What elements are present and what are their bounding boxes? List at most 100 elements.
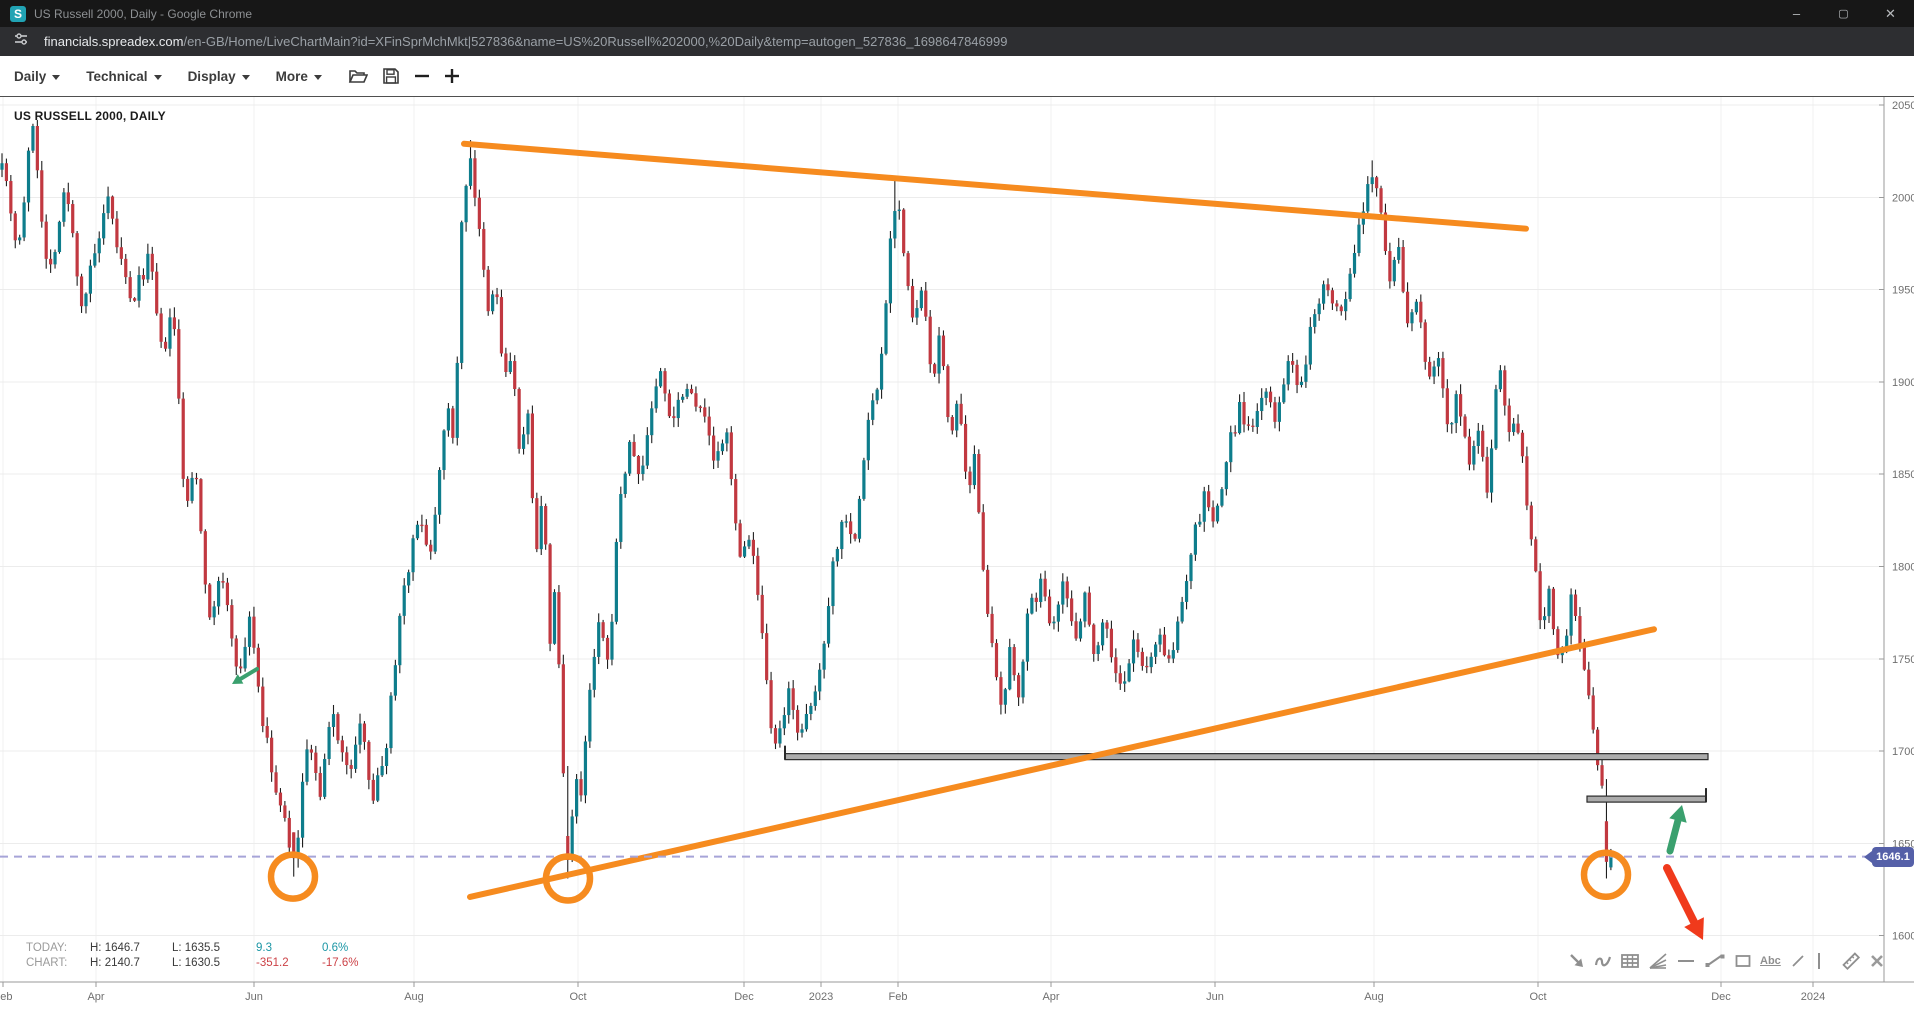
grid-icon bbox=[1621, 954, 1639, 968]
instrument-label: US RUSSELL 2000, DAILY bbox=[14, 109, 166, 123]
chart-change-pct: -17.6% bbox=[322, 957, 359, 969]
current-price-badge: 1646.1 bbox=[1864, 846, 1914, 867]
fan-lines-tool-button[interactable] bbox=[1648, 952, 1668, 970]
horizontal-line-icon bbox=[1678, 960, 1694, 962]
browser-titlebar: S US Russell 2000, Daily - Google Chrome… bbox=[0, 0, 1914, 27]
close-x-icon bbox=[1870, 955, 1883, 967]
rectangle-icon bbox=[1735, 955, 1751, 967]
save-chart-button[interactable] bbox=[382, 67, 400, 85]
folder-open-icon bbox=[348, 70, 368, 83]
text-tool-icon: Abc bbox=[1760, 955, 1781, 967]
svg-text:1600: 1600 bbox=[1892, 931, 1914, 943]
vertical-line-tool-button[interactable] bbox=[1815, 951, 1823, 971]
plus-icon bbox=[444, 69, 459, 83]
chevron-down-icon bbox=[313, 74, 322, 80]
freehand-tool-button[interactable] bbox=[1594, 952, 1612, 970]
today-label: TODAY: bbox=[26, 942, 68, 954]
today-change: 9.3 bbox=[256, 942, 272, 954]
curve-icon bbox=[1594, 956, 1612, 967]
chart-toolbar: Daily Technical Display More bbox=[0, 56, 1914, 97]
more-menu-label: More bbox=[275, 68, 308, 84]
url-path: /en-GB/Home/LiveChartMain?id=XFinSprMchM… bbox=[183, 34, 1008, 49]
maximize-icon: ▢ bbox=[1838, 8, 1849, 20]
pointer-tool-button[interactable] bbox=[1568, 952, 1586, 970]
legend-today-row: TODAY: H: 1646.7 L: 1635.5 9.3 0.6% bbox=[26, 941, 358, 956]
chart-label: CHART: bbox=[26, 957, 68, 969]
trendline-icon bbox=[1705, 954, 1725, 967]
svg-text:2024: 2024 bbox=[1801, 991, 1825, 1003]
svg-text:2000: 2000 bbox=[1892, 192, 1914, 204]
display-menu-button[interactable]: Display bbox=[188, 69, 250, 84]
legend-chart-row: CHART: H: 2140.7 L: 1630.5 -351.2 -17.6% bbox=[26, 956, 358, 971]
horizontal-line-tool-button[interactable] bbox=[1676, 952, 1696, 970]
svg-text:1950: 1950 bbox=[1892, 285, 1914, 297]
technical-menu-button[interactable]: Technical bbox=[86, 68, 162, 84]
svg-text:Oct: Oct bbox=[1529, 991, 1546, 1003]
vertical-line-icon bbox=[1817, 953, 1820, 969]
zoom-in-button[interactable] bbox=[444, 68, 460, 84]
more-menu-button[interactable]: More bbox=[276, 69, 322, 84]
browser-urlbar: financials.spreadex.com/en-GB/Home/LiveC… bbox=[0, 27, 1914, 56]
chart-high: H: 2140.7 bbox=[90, 957, 140, 969]
maximize-button[interactable]: ▢ bbox=[1820, 0, 1867, 27]
minimize-icon: – bbox=[1792, 6, 1801, 21]
svg-text:2050: 2050 bbox=[1892, 100, 1914, 112]
chevron-down-icon bbox=[52, 74, 61, 80]
daily-menu-label: Daily bbox=[14, 68, 47, 84]
svg-text:2023: 2023 bbox=[809, 991, 833, 1003]
chart-change: -351.2 bbox=[256, 957, 289, 969]
minimize-button[interactable]: – bbox=[1773, 0, 1820, 27]
site-settings-icon[interactable] bbox=[12, 30, 30, 53]
diagonal-line-icon bbox=[1792, 955, 1804, 967]
price-chart[interactable]: US RUSSELL 2000, DAILY Feb Apr Jun Aug Oct De… bbox=[0, 97, 1914, 1013]
window-title: US Russell 2000, Daily - Google Chrome bbox=[34, 6, 253, 21]
technical-menu-label: Technical bbox=[86, 68, 148, 84]
fan-lines-icon bbox=[1649, 953, 1667, 969]
svg-text:Oct: Oct bbox=[569, 991, 586, 1003]
svg-text:Feb: Feb bbox=[0, 991, 12, 1003]
chart-low: L: 1630.5 bbox=[172, 957, 220, 969]
today-low: L: 1635.5 bbox=[172, 942, 220, 954]
svg-text:1850: 1850 bbox=[1892, 469, 1914, 481]
daily-menu-button[interactable]: Daily bbox=[14, 68, 61, 84]
today-change-pct: 0.6% bbox=[322, 942, 349, 954]
close-icon: ✕ bbox=[1885, 5, 1896, 21]
site-favicon: S bbox=[10, 5, 26, 22]
svg-text:1800: 1800 bbox=[1892, 562, 1914, 574]
display-menu-label: Display bbox=[187, 68, 236, 84]
delete-drawing-button[interactable] bbox=[1869, 953, 1885, 969]
minus-icon bbox=[414, 74, 429, 78]
open-chart-button[interactable] bbox=[348, 67, 368, 85]
diagonal-line-tool-button[interactable] bbox=[1789, 952, 1807, 970]
rectangle-tool-button[interactable] bbox=[1734, 952, 1752, 970]
url-domain: financials.spreadex.com bbox=[44, 34, 184, 49]
trendline-tool-button[interactable] bbox=[1704, 952, 1726, 970]
svg-text:Dec: Dec bbox=[734, 991, 754, 1003]
svg-text:1900: 1900 bbox=[1892, 377, 1914, 389]
measure-tool-button[interactable] bbox=[1841, 951, 1861, 971]
chevron-down-icon bbox=[241, 74, 250, 80]
svg-text:Jun: Jun bbox=[245, 991, 263, 1003]
svg-text:1700: 1700 bbox=[1892, 746, 1914, 758]
url-field[interactable]: financials.spreadex.com/en-GB/Home/LiveC… bbox=[44, 34, 1007, 49]
zoom-out-button[interactable] bbox=[414, 68, 430, 84]
svg-text:Dec: Dec bbox=[1711, 991, 1731, 1003]
svg-text:Jun: Jun bbox=[1206, 991, 1224, 1003]
ruler-icon bbox=[1842, 952, 1860, 971]
svg-text:Apr: Apr bbox=[1042, 991, 1059, 1003]
price-legend: TODAY: H: 1646.7 L: 1635.5 9.3 0.6% CHAR… bbox=[26, 941, 358, 971]
save-icon bbox=[383, 68, 399, 84]
grid-tool-button[interactable] bbox=[1620, 952, 1640, 970]
arrow-pointer-icon bbox=[1570, 954, 1583, 967]
svg-text:Feb: Feb bbox=[889, 991, 908, 1003]
close-button[interactable]: ✕ bbox=[1867, 0, 1914, 27]
svg-text:1750: 1750 bbox=[1892, 654, 1914, 666]
svg-text:Apr: Apr bbox=[87, 991, 104, 1003]
svg-text:Aug: Aug bbox=[1364, 991, 1384, 1003]
drawing-toolbar: Abc bbox=[1568, 948, 1885, 974]
chevron-down-icon bbox=[153, 74, 162, 80]
text-tool-button[interactable]: Abc bbox=[1760, 955, 1781, 967]
today-high: H: 1646.7 bbox=[90, 942, 140, 954]
candlestick-chart-canvas[interactable]: Feb Apr Jun Aug Oct Dec 2023 Feb Apr Jun Aug Oct Dec… bbox=[0, 97, 1914, 1013]
svg-text:Aug: Aug bbox=[404, 991, 424, 1003]
